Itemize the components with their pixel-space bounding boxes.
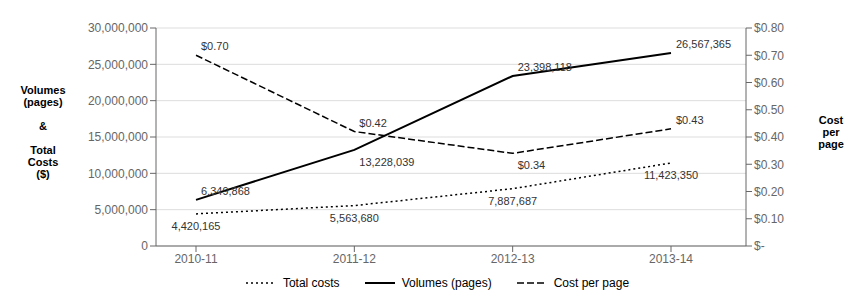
html-text:Volumes (pages) & Total Costs: Volumes (pages) & Total Costs ($) [20,83,66,180]
svg-text:$0.43: $0.43 [676,114,704,126]
svg-text:10,000,000: 10,000,000 [88,167,148,181]
svg-text:25,000,000: 25,000,000 [88,58,148,72]
html-text:Cost per page: Cost per page [818,113,844,150]
svg-text:$-: $- [754,239,765,253]
svg-text:$0.30: $0.30 [754,158,784,172]
svg-text:6,349,868: 6,349,868 [201,185,250,197]
svg-text:2011-12: 2011-12 [333,252,376,266]
svg-text:7,887,687: 7,887,687 [488,195,537,207]
svg-text:0: 0 [141,239,148,253]
svg-text:$0.20: $0.20 [754,185,784,199]
svg-text:20,000,000: 20,000,000 [88,94,148,108]
svg-text:5,000,000: 5,000,000 [95,203,149,217]
html-text:Cost per page: Cost per page [553,276,630,290]
svg-text:5,563,680: 5,563,680 [330,212,379,224]
html-text:Total costs: Total costs [282,276,340,290]
svg-text:$0.70: $0.70 [201,40,229,52]
svg-text:15,000,000: 15,000,000 [88,130,148,144]
svg-text:$0.10: $0.10 [754,212,784,226]
svg-text:23,398,118: 23,398,118 [518,61,572,73]
svg-text:$0.40: $0.40 [754,130,784,144]
svg-text:2010-11: 2010-11 [174,252,217,266]
html-text:Volumes (pages): Volumes (pages) [401,276,492,290]
svg-text:13,228,039: 13,228,039 [359,156,414,168]
svg-text:$0.60: $0.60 [754,76,784,90]
svg-text:$0.80: $0.80 [754,21,784,35]
svg-text:26,567,365: 26,567,365 [676,38,731,50]
svg-text:2013-14: 2013-14 [649,252,693,266]
svg-text:4,420,165: 4,420,165 [172,220,221,232]
svg-text:11,423,350: 11,423,350 [644,169,698,181]
svg-text:2012-13: 2012-13 [491,252,535,266]
svg-text:30,000,000: 30,000,000 [88,21,148,35]
svg-text:$0.70: $0.70 [754,49,784,63]
svg-text:$0.34: $0.34 [518,159,546,171]
svg-text:$0.42: $0.42 [359,117,387,129]
svg-text:$0.50: $0.50 [754,103,784,117]
